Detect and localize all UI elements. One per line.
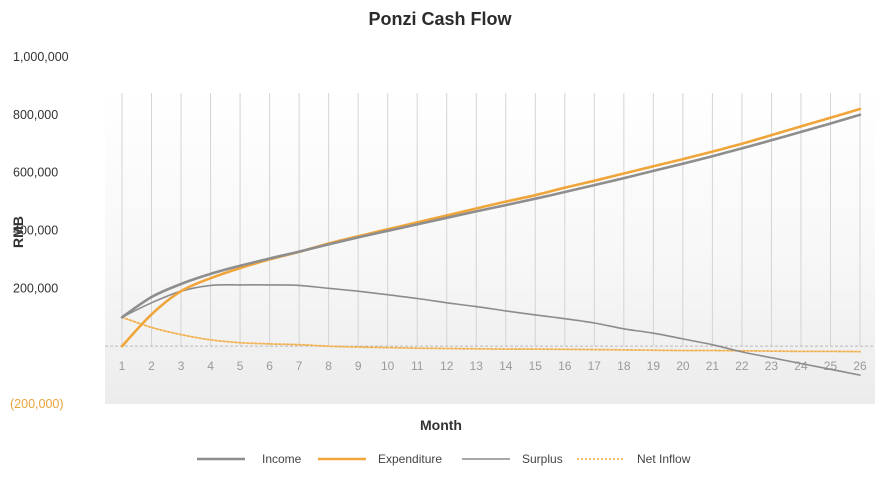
x-axis-label: Month [420,417,462,433]
x-tick-label: 21 [706,359,720,373]
x-tick-label: 12 [440,359,454,373]
legend-label: Income [262,452,302,466]
x-tick-label: 3 [178,359,185,373]
x-tick-label: 18 [617,359,631,373]
x-tick-label: 1 [119,359,126,373]
y-tick-label: (200,000) [10,397,64,411]
x-tick-label: 15 [529,359,543,373]
y-axis-label: RMB [10,216,26,248]
y-tick-label: 1,000,000 [13,50,69,64]
legend: Income Expenditure Surplus Net Inflow [197,452,691,466]
x-tick-label: 22 [735,359,749,373]
x-tick-label: 19 [647,359,661,373]
plot-background [105,88,875,404]
x-axis-ticks: 1 2 3 4 5 6 7 8 9 10 11 12 13 14 15 16 17 18 19 20 21 22 23 24 2… [119,359,867,373]
series-line-surplus [121,284,861,376]
legend-label: Expenditure [378,452,442,466]
y-tick-label: 400,000 [13,224,58,238]
x-tick-label: 5 [237,359,244,373]
x-tick-label: 10 [381,359,395,373]
gridlines [121,93,861,347]
x-tick-label: 2 [148,359,155,373]
x-tick-label: 14 [499,359,513,373]
legend-label: Surplus [522,452,563,466]
series-line-income [120,113,862,319]
legend-label: Net Inflow [637,452,691,466]
x-tick-label: 6 [266,359,273,373]
series-lines [120,107,862,376]
series-line-expenditure [120,107,862,348]
chart-title: Ponzi Cash Flow [368,9,512,29]
y-axis-ticks: 1,000,000 800,000 600,000 400,000 200,000 (20… [10,50,69,411]
x-tick-label: 17 [588,359,602,373]
y-tick-label: 600,000 [13,166,58,180]
x-tick-label: 13 [470,359,484,373]
x-tick-label: 4 [207,359,214,373]
x-tick-label: 7 [296,359,303,373]
plot-area [105,88,875,404]
x-tick-label: 8 [325,359,332,373]
x-tick-label: 9 [355,359,362,373]
x-tick-label: 26 [853,359,867,373]
x-tick-label: 11 [411,359,424,373]
y-tick-label: 200,000 [13,281,58,295]
y-tick-label: 800,000 [13,108,58,122]
x-tick-label: 24 [794,359,808,373]
x-tick-label: 16 [558,359,572,373]
x-tick-label: 20 [676,359,690,373]
x-tick-label: 23 [765,359,779,373]
